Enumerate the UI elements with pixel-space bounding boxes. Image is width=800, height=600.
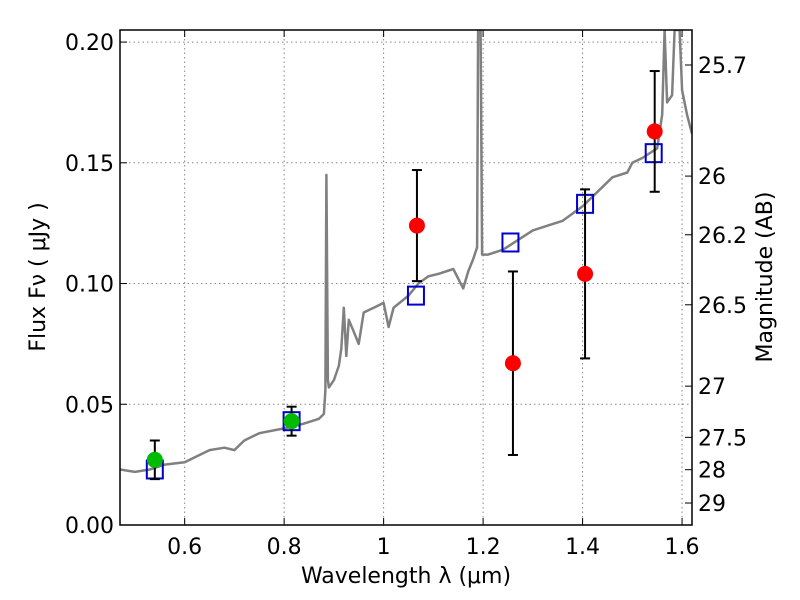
- y-tick-label: 0.05: [65, 393, 114, 418]
- magnitude-tick-label: 26.2: [698, 224, 747, 249]
- green-data-point: [283, 413, 300, 430]
- magnitude-tick-label: 26: [698, 165, 726, 190]
- magnitude-tick-label: 27.5: [698, 426, 747, 451]
- model-spectrum-line: [120, 30, 692, 474]
- magnitude-tick-label: 28: [698, 459, 726, 484]
- x-tick-label: 0.8: [267, 535, 302, 560]
- red-data-point: [646, 123, 663, 140]
- x-tick-label: 1: [377, 535, 391, 560]
- magnitude-tick-label: 26.5: [698, 294, 747, 319]
- y-tick-label: 0.20: [65, 31, 114, 56]
- red-data-point: [504, 355, 521, 372]
- magnitude-tick-label: 25.7: [698, 54, 747, 79]
- x-axis-label: Wavelength λ (μm): [301, 564, 511, 589]
- y-axis-label: Flux Fν ( μJy ): [26, 202, 51, 351]
- green-data-point: [146, 451, 163, 468]
- x-tick-label: 1.2: [466, 535, 501, 560]
- model-photometry-square: [501, 232, 520, 253]
- x-tick-label: 0.6: [167, 535, 202, 560]
- x-tick-label: 1.4: [565, 535, 600, 560]
- plot-frame: [119, 29, 693, 526]
- x-tick-label: 1.6: [665, 535, 700, 560]
- y-tick-label: 0.10: [65, 273, 114, 298]
- red-data-point: [577, 265, 594, 282]
- model-photometry-square: [406, 285, 425, 306]
- plot-area: [120, 30, 692, 481]
- axis-ticks: 0.6 0.8 1 1.2 1.4 1.6 0.00 0.05 0.10 0.15 0.20 25.7…: [65, 30, 747, 560]
- magnitude-tick-label: 27: [698, 375, 726, 400]
- red-data-point: [408, 217, 425, 234]
- y-tick-label: 0.15: [65, 152, 114, 177]
- magnitude-tick-label: 29: [698, 492, 726, 517]
- magnitude-axis-label: Magnitude (AB): [753, 192, 778, 363]
- y-tick-label: 0.00: [65, 514, 114, 539]
